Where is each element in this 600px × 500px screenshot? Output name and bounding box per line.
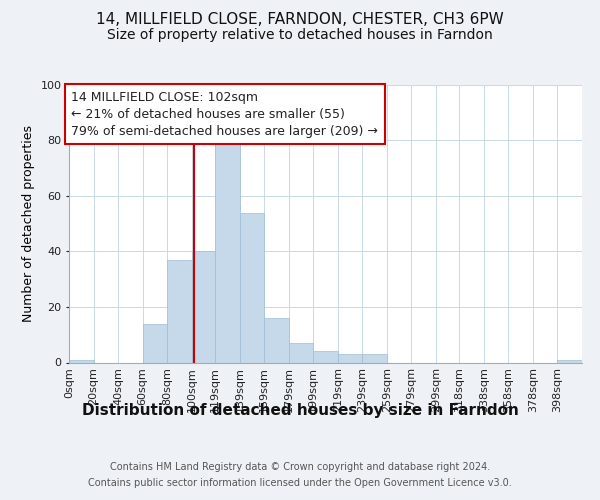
Text: 14 MILLFIELD CLOSE: 102sqm
← 21% of detached houses are smaller (55)
79% of semi: 14 MILLFIELD CLOSE: 102sqm ← 21% of deta…: [71, 90, 379, 138]
Text: Distribution of detached houses by size in Farndon: Distribution of detached houses by size …: [82, 402, 518, 417]
Bar: [239, 212, 264, 362]
Text: 14, MILLFIELD CLOSE, FARNDON, CHESTER, CH3 6PW: 14, MILLFIELD CLOSE, FARNDON, CHESTER, C…: [96, 12, 504, 28]
Bar: [313, 352, 338, 362]
Bar: [215, 130, 239, 362]
Bar: [557, 360, 582, 362]
Bar: [289, 343, 313, 362]
Bar: [362, 354, 387, 362]
Text: Contains HM Land Registry data © Crown copyright and database right 2024.: Contains HM Land Registry data © Crown c…: [110, 462, 490, 472]
Text: Contains public sector information licensed under the Open Government Licence v3: Contains public sector information licen…: [88, 478, 512, 488]
Bar: [338, 354, 362, 362]
Bar: [192, 252, 215, 362]
Bar: [167, 260, 192, 362]
Y-axis label: Number of detached properties: Number of detached properties: [22, 125, 35, 322]
Bar: [69, 360, 94, 362]
Text: Size of property relative to detached houses in Farndon: Size of property relative to detached ho…: [107, 28, 493, 42]
Bar: [264, 318, 289, 362]
Bar: [143, 324, 167, 362]
